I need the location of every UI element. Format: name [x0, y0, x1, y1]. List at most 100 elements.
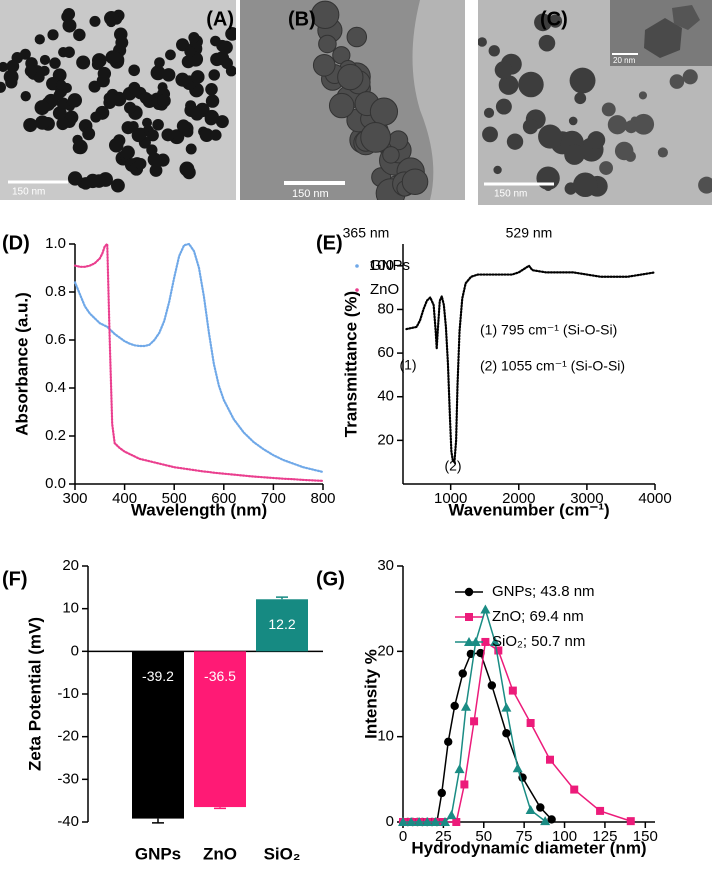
marker [490, 636, 501, 646]
particle [131, 128, 146, 143]
particle [638, 91, 647, 100]
particle [478, 37, 487, 47]
particle [188, 31, 200, 44]
y-tick-label: 40 [377, 388, 394, 405]
error-bar [214, 807, 226, 810]
particle [210, 129, 222, 141]
particle [488, 45, 500, 57]
value-label: -39.2 [142, 668, 174, 684]
particle [46, 76, 60, 91]
legend-marker [464, 637, 474, 646]
legend-label: ZnO; 69.4 nm [492, 608, 584, 625]
particle [401, 168, 429, 195]
inset-particle [672, 5, 700, 30]
particle [146, 144, 158, 156]
particle [147, 152, 162, 167]
y-tick-label: 0 [386, 813, 394, 830]
marker [547, 815, 556, 824]
x-axis-label: Hydrodynamic diameter (nm) [411, 838, 646, 857]
legend-label: SiO₂; 50.7 nm [492, 633, 585, 650]
particle [121, 145, 135, 160]
grid-film [412, 0, 465, 200]
marker [501, 702, 512, 712]
particle [215, 115, 229, 129]
particle [225, 26, 236, 41]
annotation: (1) [399, 357, 416, 373]
series-line [403, 640, 632, 823]
particle [369, 97, 399, 126]
particle [91, 59, 103, 70]
particle [67, 171, 83, 186]
particle [108, 137, 124, 153]
y-tick-label: 30 [377, 557, 394, 574]
annotation: 365 nm [343, 225, 390, 241]
marker [494, 646, 503, 655]
series-line [403, 606, 546, 823]
particle [175, 72, 190, 87]
particle [569, 67, 596, 94]
particle [318, 34, 337, 54]
particle [607, 115, 628, 135]
particle [105, 92, 118, 105]
scale-bar-label: 150 nm [292, 188, 329, 200]
particle [0, 81, 7, 93]
x-tick-label: 500 [162, 490, 187, 507]
particle [58, 46, 69, 58]
particle [76, 55, 91, 70]
particle [624, 120, 638, 134]
x-tick-label: GNPs [135, 844, 181, 863]
x-tick-label: ZnO [203, 844, 237, 863]
particle [139, 91, 152, 105]
x-tick-label: 800 [310, 490, 335, 507]
legend-marker [465, 613, 473, 621]
marker [470, 717, 479, 726]
particle [111, 178, 125, 193]
y-tick-label: 1.0 [45, 235, 66, 252]
y-tick-label: -30 [57, 770, 79, 787]
particle [34, 100, 50, 116]
particle [225, 65, 236, 77]
marker [458, 669, 467, 678]
particle [185, 143, 197, 155]
particle [134, 157, 147, 170]
particle [495, 98, 512, 115]
particle [657, 147, 668, 158]
panel-label: (E) [316, 232, 343, 254]
panel-label: (D) [2, 232, 30, 254]
particle [483, 107, 495, 118]
marker [444, 737, 453, 746]
series-line [73, 241, 325, 482]
particle [128, 81, 141, 94]
marker [626, 817, 635, 826]
particle [493, 165, 502, 175]
particle [23, 117, 38, 133]
marker [422, 817, 433, 826]
marker [546, 755, 554, 764]
particle [190, 70, 205, 84]
particle [146, 129, 159, 142]
marker [570, 785, 579, 794]
marker [430, 817, 441, 826]
marker [526, 719, 535, 728]
y-tick-label: 0.2 [45, 427, 66, 444]
particles-c [478, 13, 712, 198]
particle [599, 161, 614, 175]
x-tick-label: 400 [112, 490, 137, 507]
annotation: (2) [444, 458, 461, 474]
y-tick-label: 0.4 [45, 379, 66, 396]
particle [56, 117, 69, 131]
particle [482, 126, 498, 143]
inset-scale-bar-label: 20 nm [613, 56, 636, 65]
particle [161, 128, 175, 142]
particle [204, 109, 219, 125]
particle [89, 15, 101, 27]
y-tick-label: 20 [377, 642, 394, 659]
marker [536, 803, 545, 812]
particle [633, 113, 655, 135]
marker [461, 701, 471, 711]
particle [312, 53, 336, 77]
x-tick-label: 0 [399, 828, 407, 845]
marker [596, 806, 605, 815]
marker [452, 818, 461, 826]
